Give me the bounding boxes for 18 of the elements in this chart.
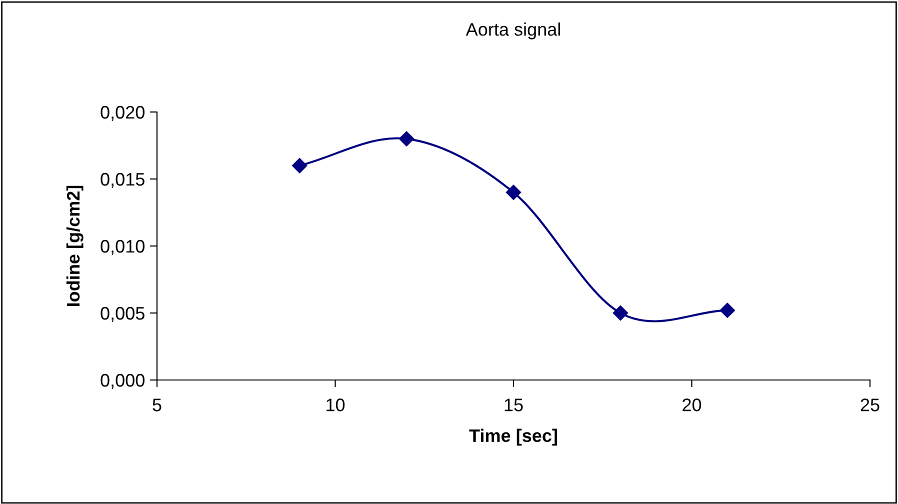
x-tick-label: 15 (504, 398, 523, 412)
point (292, 158, 308, 174)
y-tick-label: 0,000 (100, 374, 144, 389)
y-tick-label: 0,020 (100, 106, 144, 121)
y-tick-label: 0,010 (100, 240, 144, 255)
point (506, 184, 522, 200)
y-tick-label: 0,005 (100, 306, 144, 322)
chart-title: Aorta signal (466, 22, 560, 40)
point (398, 131, 414, 146)
x-tick-label: 20 (682, 398, 702, 412)
x-tick-label: 5 (152, 398, 162, 412)
point (612, 305, 628, 321)
point (720, 302, 735, 318)
x-tick-label: 10 (326, 398, 345, 412)
y-axis-title: Iodine [g/cm2] (66, 186, 84, 306)
x-axis-title: Time [sec] (469, 428, 557, 446)
x-tick-label: 25 (860, 398, 880, 412)
y-tick-label: 0,015 (100, 172, 144, 188)
